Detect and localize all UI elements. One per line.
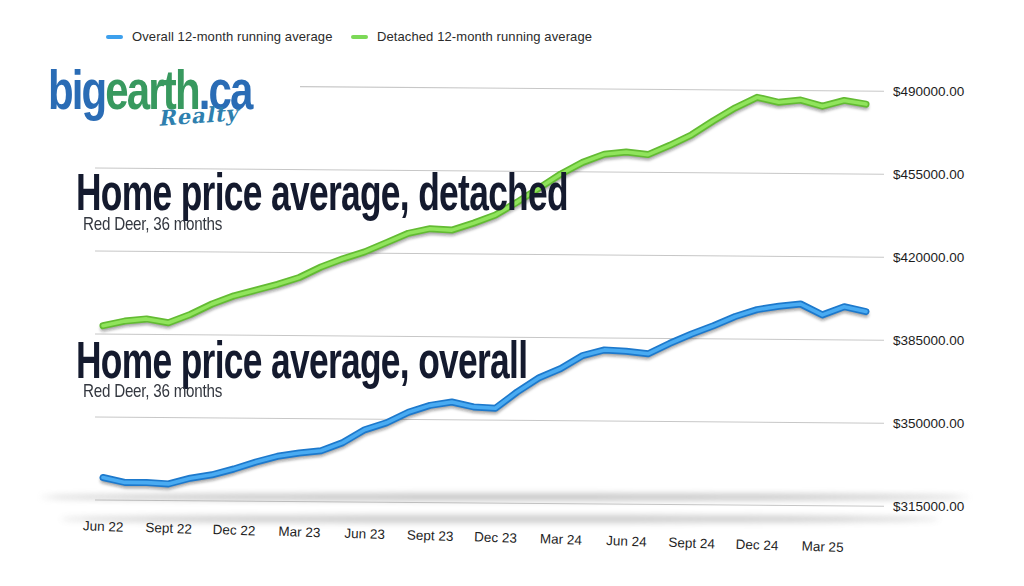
detached-series-swatch xyxy=(351,35,368,39)
y-axis-label: $385000.00 xyxy=(893,333,964,348)
legend-item-detached: Detached 12-month running average xyxy=(351,29,592,44)
x-axis-label: Dec 24 xyxy=(736,537,780,554)
series-lines xyxy=(103,97,866,487)
x-axis-label: Dec 22 xyxy=(212,522,255,538)
x-axis-label: Mar 24 xyxy=(540,531,583,547)
x-axis-label: Jun 22 xyxy=(83,518,124,534)
y-axis-label: $350000.00 xyxy=(893,416,964,431)
x-axis-label: Sept 22 xyxy=(145,520,192,537)
x-axis-label: Jun 24 xyxy=(606,533,648,549)
axis-labels: $315000.00 $350000.00 $385000.00 $420000.00… xyxy=(83,84,965,555)
logo-big: big xyxy=(48,58,105,121)
x-axis-label: Sept 23 xyxy=(407,527,454,544)
gridline xyxy=(95,417,884,423)
y-axis-label: $490000.00 xyxy=(893,84,964,99)
subtitle-detached: Red Deer, 36 months xyxy=(83,214,222,233)
gridline xyxy=(95,500,884,506)
gridline xyxy=(95,251,884,257)
legend-label-overall: Overall 12-month running average xyxy=(132,29,332,44)
y-axis-label: $420000.00 xyxy=(893,250,964,265)
page-shadow xyxy=(40,494,970,500)
y-axis-label: $455000.00 xyxy=(893,167,964,182)
x-axis-label: Mar 25 xyxy=(801,539,844,555)
x-axis-label: Sept 24 xyxy=(668,535,716,552)
x-axis-label: Dec 23 xyxy=(474,529,517,545)
y-axis-label: $315000.00 xyxy=(893,499,964,514)
ground-shadows xyxy=(40,494,970,523)
legend-item-overall: Overall 12-month running average xyxy=(106,29,332,44)
gridline xyxy=(300,87,884,92)
gridlines xyxy=(95,87,884,507)
title-overall: Home price average, overall xyxy=(76,334,527,386)
x-axis-label: Jun 23 xyxy=(344,526,385,542)
legend-label-detached: Detached 12-month running average xyxy=(377,29,592,44)
overall-series-swatch xyxy=(106,35,123,39)
x-axis-label: Mar 23 xyxy=(278,524,321,540)
subtitle-overall: Red Deer, 36 months xyxy=(83,381,222,400)
title-detached: Home price average, detached xyxy=(76,166,568,218)
